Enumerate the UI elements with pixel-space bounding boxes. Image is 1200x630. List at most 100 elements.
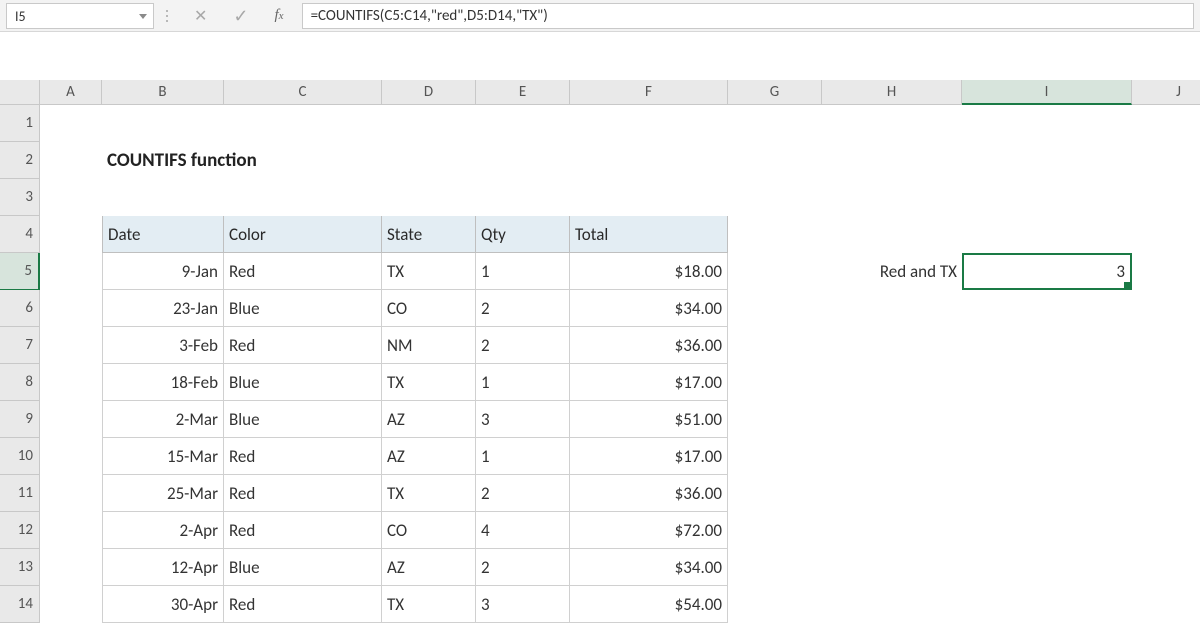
cell-J1[interactable] xyxy=(1132,105,1200,142)
table-cell-total[interactable]: $36.00 xyxy=(570,327,728,364)
cell-I1[interactable] xyxy=(962,105,1132,142)
column-header-J[interactable]: J xyxy=(1132,80,1200,105)
cell-J8[interactable] xyxy=(1132,364,1200,401)
cell-A12[interactable] xyxy=(40,512,102,549)
cell-G14[interactable] xyxy=(728,586,822,623)
cell-G4[interactable] xyxy=(728,216,822,253)
table-cell-qty[interactable]: 1 xyxy=(476,364,570,401)
cell-H2[interactable] xyxy=(822,142,962,179)
cell-I10[interactable] xyxy=(962,438,1132,475)
table-cell-total[interactable]: $18.00 xyxy=(570,253,728,290)
table-cell-date[interactable]: 9-Jan xyxy=(102,253,224,290)
table-cell-total[interactable]: $36.00 xyxy=(570,475,728,512)
table-header-date[interactable]: Date xyxy=(102,216,224,253)
row-header-6[interactable]: 6 xyxy=(0,290,40,327)
cell-A10[interactable] xyxy=(40,438,102,475)
cell-I13[interactable] xyxy=(962,549,1132,586)
result-label[interactable]: Red and TX xyxy=(822,253,962,290)
column-header-E[interactable]: E xyxy=(476,80,570,105)
cell-J4[interactable] xyxy=(1132,216,1200,253)
cell-E2[interactable] xyxy=(476,142,570,179)
table-cell-state[interactable]: TX xyxy=(382,586,476,623)
cell-G7[interactable] xyxy=(728,327,822,364)
cancel-icon[interactable]: ✕ xyxy=(194,6,207,26)
table-cell-date[interactable]: 25-Mar xyxy=(102,475,224,512)
cell-A6[interactable] xyxy=(40,290,102,327)
table-cell-qty[interactable]: 1 xyxy=(476,253,570,290)
row-header-4[interactable]: 4 xyxy=(0,216,40,253)
cell-I14[interactable] xyxy=(962,586,1132,623)
table-cell-state[interactable]: CO xyxy=(382,512,476,549)
cell-I12[interactable] xyxy=(962,512,1132,549)
cell-G2[interactable] xyxy=(728,142,822,179)
column-header-A[interactable]: A xyxy=(40,80,102,105)
cell-D1[interactable] xyxy=(382,105,476,142)
cell-E1[interactable] xyxy=(476,105,570,142)
cell-H6[interactable] xyxy=(822,290,962,327)
row-header-3[interactable]: 3 xyxy=(0,179,40,216)
table-cell-qty[interactable]: 3 xyxy=(476,401,570,438)
cell-G12[interactable] xyxy=(728,512,822,549)
cell-J3[interactable] xyxy=(1132,179,1200,216)
table-cell-date[interactable]: 15-Mar xyxy=(102,438,224,475)
chevron-down-icon[interactable] xyxy=(139,14,147,19)
cell-F3[interactable] xyxy=(570,179,728,216)
table-cell-color[interactable]: Blue xyxy=(224,364,382,401)
cell-I11[interactable] xyxy=(962,475,1132,512)
fx-icon[interactable]: fx xyxy=(275,7,284,24)
row-header-9[interactable]: 9 xyxy=(0,401,40,438)
cell-J2[interactable] xyxy=(1132,142,1200,179)
cell-I3[interactable] xyxy=(962,179,1132,216)
row-header-12[interactable]: 12 xyxy=(0,512,40,549)
column-header-H[interactable]: H xyxy=(822,80,962,105)
cell-C1[interactable] xyxy=(224,105,382,142)
table-cell-date[interactable]: 23-Jan xyxy=(102,290,224,327)
row-header-8[interactable]: 8 xyxy=(0,364,40,401)
cell-G6[interactable] xyxy=(728,290,822,327)
cell-J13[interactable] xyxy=(1132,549,1200,586)
fill-handle[interactable] xyxy=(1124,282,1131,289)
table-cell-color[interactable]: Blue xyxy=(224,401,382,438)
table-cell-qty[interactable]: 2 xyxy=(476,549,570,586)
cell-A13[interactable] xyxy=(40,549,102,586)
column-header-D[interactable]: D xyxy=(382,80,476,105)
cell-G10[interactable] xyxy=(728,438,822,475)
table-cell-state[interactable]: NM xyxy=(382,327,476,364)
cell-A1[interactable] xyxy=(40,105,102,142)
table-cell-color[interactable]: Blue xyxy=(224,549,382,586)
cell-I9[interactable] xyxy=(962,401,1132,438)
table-cell-state[interactable]: CO xyxy=(382,290,476,327)
table-cell-color[interactable]: Red xyxy=(224,475,382,512)
cell-H8[interactable] xyxy=(822,364,962,401)
table-cell-qty[interactable]: 2 xyxy=(476,327,570,364)
page-title[interactable]: COUNTIFS function xyxy=(102,142,476,179)
cell-A7[interactable] xyxy=(40,327,102,364)
cell-E3[interactable] xyxy=(476,179,570,216)
table-cell-color[interactable]: Red xyxy=(224,438,382,475)
cell-A4[interactable] xyxy=(40,216,102,253)
cell-H9[interactable] xyxy=(822,401,962,438)
table-cell-date[interactable]: 18-Feb xyxy=(102,364,224,401)
cell-G9[interactable] xyxy=(728,401,822,438)
cell-B3[interactable] xyxy=(102,179,224,216)
table-cell-color[interactable]: Red xyxy=(224,327,382,364)
cell-J12[interactable] xyxy=(1132,512,1200,549)
formula-input[interactable]: =COUNTIFS(C5:C14,"red",D5:D14,"TX") xyxy=(302,3,1194,29)
table-header-qty[interactable]: Qty xyxy=(476,216,570,253)
name-box[interactable]: I5 xyxy=(6,3,154,29)
column-header-I[interactable]: I xyxy=(962,80,1132,105)
cell-G3[interactable] xyxy=(728,179,822,216)
row-header-10[interactable]: 10 xyxy=(0,438,40,475)
cell-I2[interactable] xyxy=(962,142,1132,179)
cell-G1[interactable] xyxy=(728,105,822,142)
table-cell-date[interactable]: 3-Feb xyxy=(102,327,224,364)
table-cell-date[interactable]: 2-Apr xyxy=(102,512,224,549)
accept-icon[interactable]: ✓ xyxy=(233,5,248,27)
cell-J9[interactable] xyxy=(1132,401,1200,438)
table-cell-date[interactable]: 12-Apr xyxy=(102,549,224,586)
cell-A8[interactable] xyxy=(40,364,102,401)
table-cell-color[interactable]: Red xyxy=(224,512,382,549)
table-cell-total[interactable]: $17.00 xyxy=(570,364,728,401)
cell-I6[interactable] xyxy=(962,290,1132,327)
cell-G8[interactable] xyxy=(728,364,822,401)
